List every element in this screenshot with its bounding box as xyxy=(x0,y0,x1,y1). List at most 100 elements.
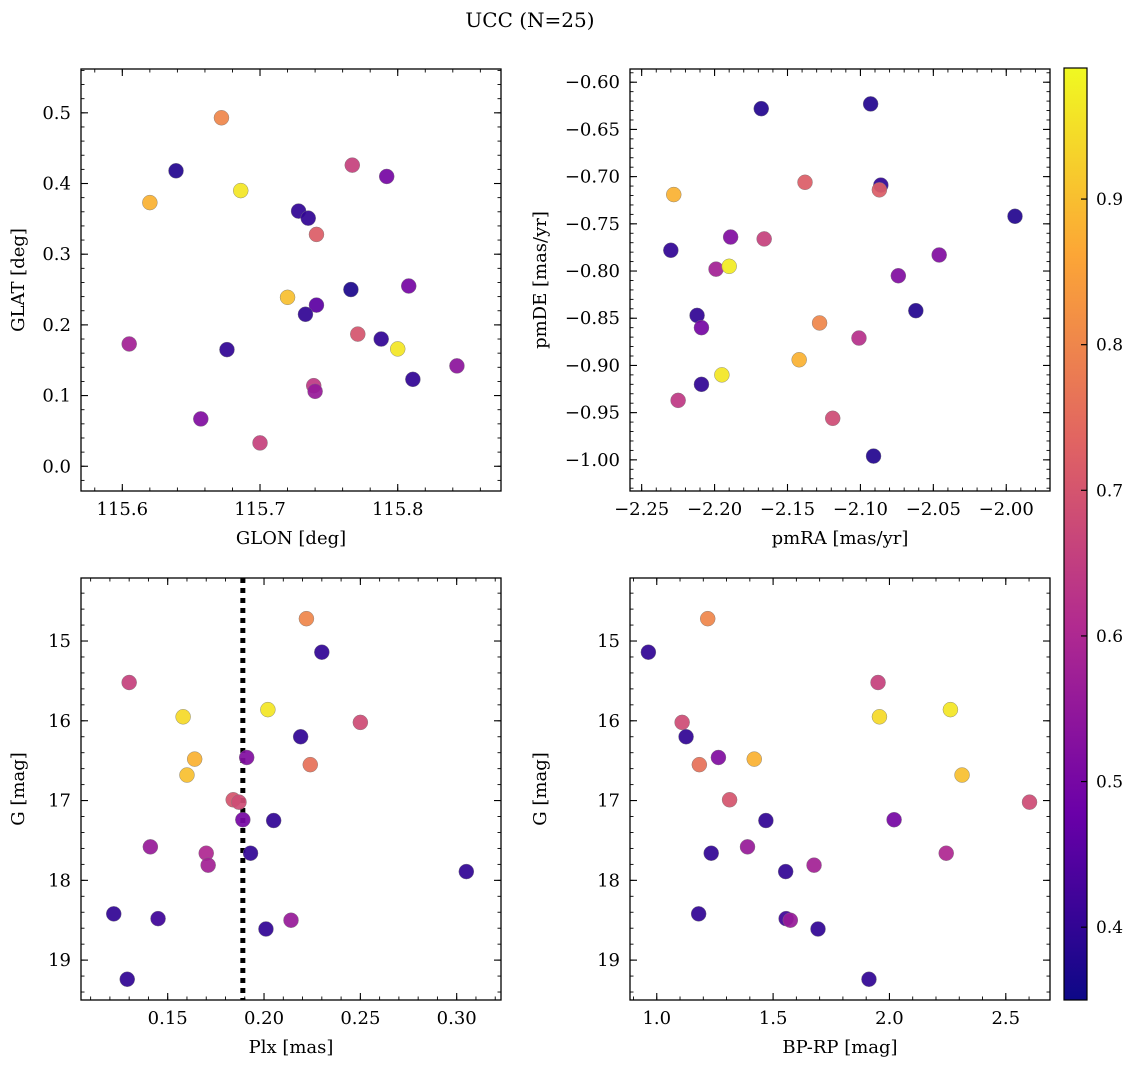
colorbar-tick-label: 0.6 xyxy=(1096,627,1123,647)
data-point xyxy=(825,410,841,427)
data-point xyxy=(401,278,417,294)
x-tick-label: 2.0 xyxy=(875,1008,904,1029)
x-tick-label: 0.25 xyxy=(340,1008,380,1029)
data-point xyxy=(811,315,828,331)
x-axis-label: GLON [deg] xyxy=(236,528,346,549)
data-point xyxy=(235,812,251,828)
y-tick-label: 17 xyxy=(597,791,620,812)
data-point xyxy=(797,174,813,190)
data-point xyxy=(710,749,727,766)
y-tick-label: −0.60 xyxy=(565,72,620,93)
colorbar-bar xyxy=(1063,67,1088,1001)
data-point xyxy=(297,306,314,322)
axes-frame xyxy=(629,68,1051,492)
scatter-panel-plx_g: 0.15 0.20 0.25 0.30 15 16 17 18 19 Plx [mas] G [ma… xyxy=(8,577,502,1058)
y-axis-label: pmDE [mas/yr] xyxy=(530,211,551,349)
data-point xyxy=(1021,794,1038,810)
data-point xyxy=(938,845,954,861)
y-tick-label: −0.85 xyxy=(565,308,620,329)
data-point xyxy=(862,96,879,112)
data-point xyxy=(350,326,366,342)
x-tick-label: −2.05 xyxy=(906,499,961,520)
data-point xyxy=(690,906,707,922)
data-point xyxy=(142,194,158,211)
data-point xyxy=(886,812,902,828)
y-tick-label: 19 xyxy=(48,950,71,971)
colorbar-tick-label: 0.4 xyxy=(1096,918,1123,938)
y-tick-label: 16 xyxy=(48,711,71,732)
data-point xyxy=(219,341,235,358)
y-tick-label: −0.80 xyxy=(565,261,620,282)
y-tick-label: 0.5 xyxy=(42,103,71,124)
data-point xyxy=(782,912,799,928)
x-tick-label: 0.15 xyxy=(148,1008,188,1029)
data-point xyxy=(693,376,710,393)
y-tick-label: −0.75 xyxy=(565,214,620,235)
y-axis-label: G [mag] xyxy=(8,752,29,825)
data-point xyxy=(193,411,209,427)
data-point xyxy=(231,794,247,810)
data-point xyxy=(405,371,421,388)
data-point xyxy=(292,729,309,745)
x-axis-label: pmRA [mas/yr] xyxy=(772,528,909,549)
data-point xyxy=(871,182,888,198)
data-point xyxy=(708,261,724,277)
y-tick-label: 0.4 xyxy=(42,174,71,195)
y-axis-label: GLAT [deg] xyxy=(8,228,29,332)
data-point xyxy=(200,857,216,873)
x-tick-label: 115.6 xyxy=(97,499,149,520)
data-point xyxy=(379,168,395,185)
data-point xyxy=(851,330,867,346)
data-point xyxy=(931,247,947,263)
data-point xyxy=(758,812,774,829)
data-point xyxy=(753,100,769,117)
data-point xyxy=(179,767,195,783)
data-point xyxy=(861,971,877,987)
data-point xyxy=(308,297,325,313)
x-tick-label: −2.00 xyxy=(979,499,1034,520)
y-tick-label: 0.0 xyxy=(42,456,71,477)
data-point xyxy=(870,674,886,691)
data-point xyxy=(258,921,274,937)
data-point xyxy=(390,341,406,357)
data-point xyxy=(703,845,719,861)
y-tick-label: −0.70 xyxy=(565,167,620,188)
data-point xyxy=(674,714,690,731)
data-point xyxy=(865,448,882,464)
data-point xyxy=(300,210,316,226)
data-point xyxy=(691,756,708,773)
data-point xyxy=(260,701,276,718)
data-point xyxy=(238,749,255,766)
x-tick-label: −2.10 xyxy=(833,499,888,520)
data-point xyxy=(721,258,737,275)
x-tick-label: −2.25 xyxy=(614,499,669,520)
data-point xyxy=(283,912,299,928)
data-point xyxy=(142,839,159,855)
data-point xyxy=(121,336,137,352)
data-point xyxy=(700,610,716,627)
data-point xyxy=(739,839,756,855)
y-tick-label: −1.00 xyxy=(565,450,620,471)
data-point xyxy=(756,231,772,247)
y-tick-label: 16 xyxy=(597,711,620,732)
y-tick-label: 18 xyxy=(48,870,71,891)
data-point xyxy=(213,110,230,126)
data-point xyxy=(722,229,739,245)
x-tick-label: 0.20 xyxy=(244,1008,284,1029)
data-point xyxy=(666,186,682,203)
data-point xyxy=(121,674,137,691)
data-point xyxy=(344,157,360,173)
colorbar: 0.4 0.5 0.6 0.7 0.8 0.9 xyxy=(1063,67,1123,1001)
data-point xyxy=(279,289,296,306)
y-tick-label: −0.95 xyxy=(565,403,620,424)
x-tick-label: 115.7 xyxy=(234,499,286,520)
y-axis-label: G [mag] xyxy=(530,752,551,825)
colorbar-tick-label: 0.5 xyxy=(1096,773,1123,793)
data-point xyxy=(119,971,135,987)
y-tick-label: −0.65 xyxy=(565,119,620,140)
data-point xyxy=(298,610,315,627)
data-point xyxy=(308,226,325,243)
colorbar-tick-label: 0.9 xyxy=(1096,190,1123,210)
x-tick-label: 1.5 xyxy=(759,1008,788,1029)
